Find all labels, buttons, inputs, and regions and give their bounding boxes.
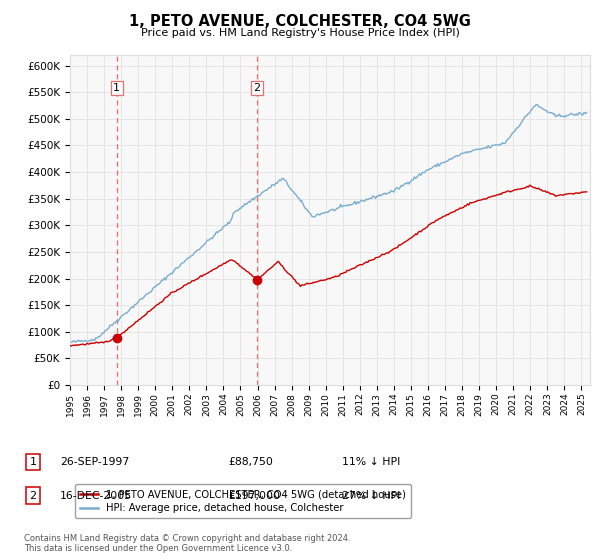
Text: £197,000: £197,000 bbox=[228, 491, 280, 501]
Text: 26-SEP-1997: 26-SEP-1997 bbox=[60, 457, 129, 467]
Text: 1, PETO AVENUE, COLCHESTER, CO4 5WG: 1, PETO AVENUE, COLCHESTER, CO4 5WG bbox=[129, 14, 471, 29]
Text: 2: 2 bbox=[29, 491, 37, 501]
Text: 27% ↓ HPI: 27% ↓ HPI bbox=[342, 491, 400, 501]
Legend: 1, PETO AVENUE, COLCHESTER, CO4 5WG (detached house), HPI: Average price, detach: 1, PETO AVENUE, COLCHESTER, CO4 5WG (det… bbox=[75, 484, 411, 518]
Text: 2: 2 bbox=[253, 83, 260, 93]
Text: 11% ↓ HPI: 11% ↓ HPI bbox=[342, 457, 400, 467]
Text: 1: 1 bbox=[113, 83, 120, 93]
Text: £88,750: £88,750 bbox=[228, 457, 273, 467]
Text: Price paid vs. HM Land Registry's House Price Index (HPI): Price paid vs. HM Land Registry's House … bbox=[140, 28, 460, 38]
Text: 16-DEC-2005: 16-DEC-2005 bbox=[60, 491, 132, 501]
Text: Contains HM Land Registry data © Crown copyright and database right 2024.
This d: Contains HM Land Registry data © Crown c… bbox=[24, 534, 350, 553]
Text: 1: 1 bbox=[29, 457, 37, 467]
